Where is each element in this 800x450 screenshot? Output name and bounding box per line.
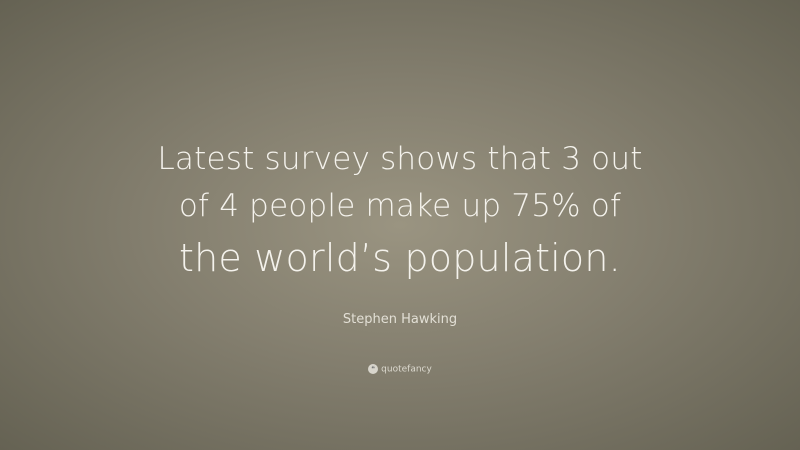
quote-line: the world’s population. [179, 236, 621, 280]
quote-line: Latest survey shows that 3 out [157, 141, 643, 177]
quote-author: Stephen Hawking [342, 312, 458, 327]
quote-text: Latest survey shows that 3 out of 4 peop… [0, 136, 800, 286]
brand-watermark: ❝ quotefancy [0, 364, 800, 375]
brand-name: quotefancy [381, 364, 432, 375]
quote-marks-icon: ❝ [368, 364, 379, 374]
quote-line: of 4 people make up 75% of [178, 188, 622, 224]
